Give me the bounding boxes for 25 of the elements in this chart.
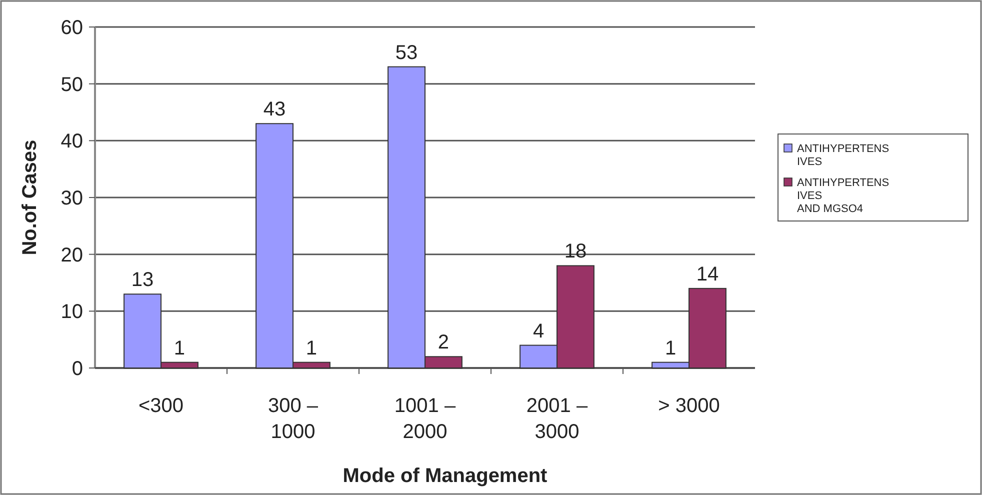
data-label: 14 <box>696 263 719 286</box>
legend-label: ANTIHYPERTENSIVES <box>797 143 890 168</box>
y-tick-label: 30 <box>60 188 83 210</box>
data-label: 4 <box>532 320 544 342</box>
y-tick-label: 20 <box>60 244 83 266</box>
data-label: 43 <box>263 98 286 121</box>
y-tick-label: 50 <box>60 74 83 96</box>
x-tick-label: 300 – 1000 <box>268 395 319 443</box>
data-label: 1 <box>664 337 676 360</box>
data-label: 1 <box>174 337 186 360</box>
y-axis-title: No.of Cases <box>19 140 41 256</box>
x-tick-label: > 3000 <box>658 395 720 417</box>
data-label: 13 <box>131 269 154 292</box>
x-tick-label: <300 <box>138 395 184 417</box>
x-tick-label: 2001 – 3000 <box>526 395 588 443</box>
y-tick-label: 0 <box>72 358 83 380</box>
x-tick-label: 1001 – 2000 <box>394 395 456 443</box>
x-axis-title: Mode of Management <box>342 465 548 487</box>
data-label: 2 <box>438 332 450 354</box>
legend-label: ANTIHYPERTENSIVES AND MGSO4 <box>797 177 890 215</box>
data-label: 53 <box>395 42 418 64</box>
y-tick-label: 10 <box>60 301 83 324</box>
y-tick-label: 40 <box>60 130 83 153</box>
y-tick-label: 60 <box>60 17 83 39</box>
data-label: 1 <box>306 337 318 360</box>
